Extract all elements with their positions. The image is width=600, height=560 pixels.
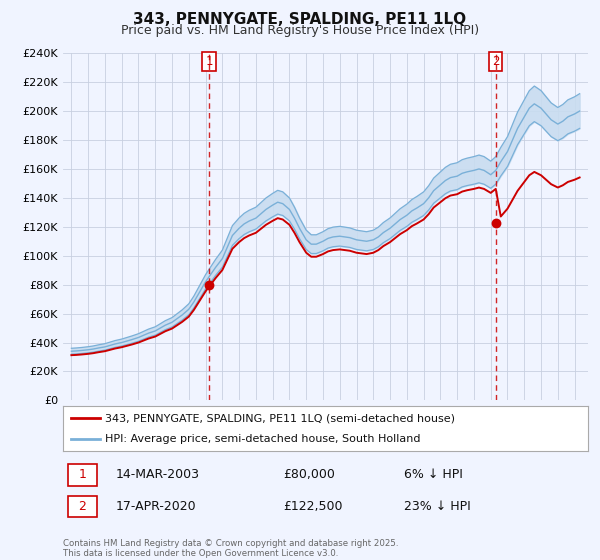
Point <box>204 280 214 289</box>
Text: 1: 1 <box>205 55 212 68</box>
Text: 17-APR-2020: 17-APR-2020 <box>115 500 196 513</box>
Text: 2: 2 <box>492 55 499 68</box>
Text: Contains HM Land Registry data © Crown copyright and database right 2025.: Contains HM Land Registry data © Crown c… <box>63 539 398 548</box>
Text: 343, PENNYGATE, SPALDING, PE11 1LQ (semi-detached house): 343, PENNYGATE, SPALDING, PE11 1LQ (semi… <box>105 413 455 423</box>
Text: This data is licensed under the Open Government Licence v3.0.: This data is licensed under the Open Gov… <box>63 549 338 558</box>
Text: 23% ↓ HPI: 23% ↓ HPI <box>404 500 471 513</box>
Text: £80,000: £80,000 <box>284 468 335 481</box>
Text: £122,500: £122,500 <box>284 500 343 513</box>
Text: Price paid vs. HM Land Registry's House Price Index (HPI): Price paid vs. HM Land Registry's House … <box>121 24 479 36</box>
Text: 6% ↓ HPI: 6% ↓ HPI <box>404 468 463 481</box>
FancyBboxPatch shape <box>68 496 97 517</box>
Text: HPI: Average price, semi-detached house, South Holland: HPI: Average price, semi-detached house,… <box>105 433 421 444</box>
Point <box>491 219 500 228</box>
Text: 1: 1 <box>79 468 86 481</box>
Text: 2: 2 <box>79 500 86 513</box>
Text: 343, PENNYGATE, SPALDING, PE11 1LQ: 343, PENNYGATE, SPALDING, PE11 1LQ <box>133 12 467 27</box>
Text: 14-MAR-2003: 14-MAR-2003 <box>115 468 199 481</box>
FancyBboxPatch shape <box>68 464 97 486</box>
